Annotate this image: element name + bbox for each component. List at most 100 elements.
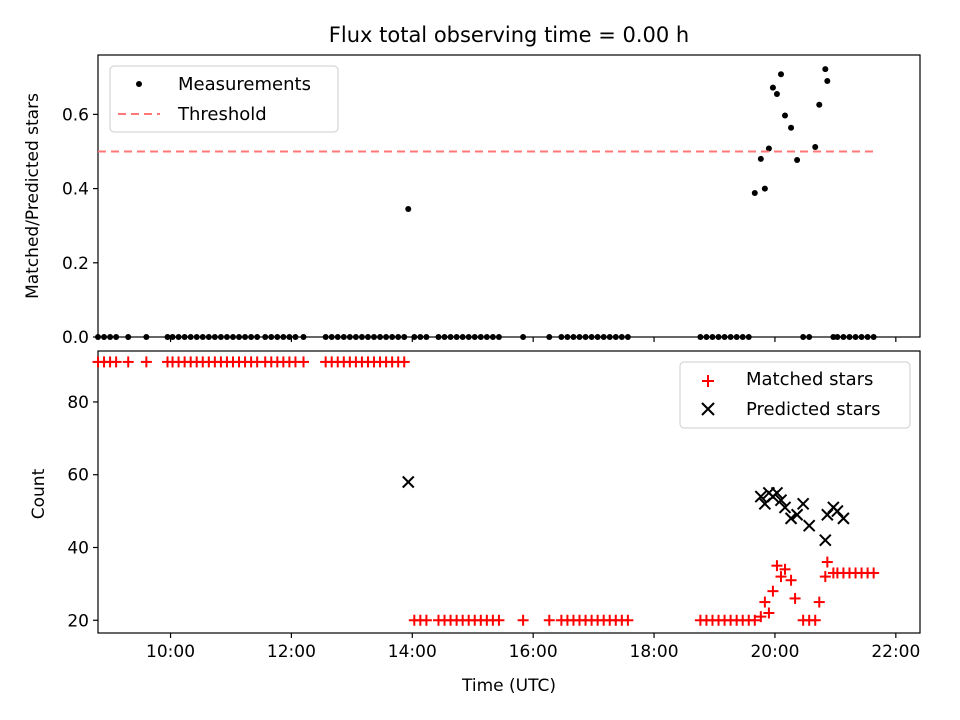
measurement-point — [254, 334, 261, 340]
measurement-point — [816, 101, 823, 108]
measurement-point — [558, 334, 565, 340]
predicted-point — [802, 519, 816, 532]
bottom-x-tick-label: 14:00 — [388, 642, 437, 662]
bottom-panel: 20 40 60 80 10:00 12:00 14:00 16:00 18:00 20:00 2… — [29, 350, 921, 696]
measurement-point — [423, 334, 430, 340]
measurement-point — [417, 334, 424, 340]
measurement-point — [389, 334, 396, 340]
measurement-point — [794, 157, 801, 164]
top-legend: Measurements Threshold — [109, 65, 339, 133]
measurement-point — [371, 334, 378, 340]
measurement-point — [242, 334, 249, 340]
predicted-point — [778, 501, 792, 514]
measurement-point — [334, 334, 341, 340]
measurement-point — [576, 334, 583, 340]
measurement-point — [453, 334, 460, 340]
measurement-point — [229, 334, 236, 340]
matched-point — [622, 614, 634, 626]
measurement-point — [570, 334, 577, 340]
bottom-x-tick-label: 10:00 — [146, 642, 195, 662]
legend-threshold-label: Threshold — [177, 104, 267, 125]
bottom-y-tick-label: 40 — [67, 538, 89, 558]
measurement-point — [769, 84, 776, 91]
bottom-y-axis-label: Count — [29, 468, 49, 519]
legend-predicted-marker — [701, 402, 715, 416]
bottom-y-ticks: 20 40 60 80 — [67, 393, 98, 631]
measurement-point — [435, 334, 442, 340]
measurement-point — [300, 334, 307, 340]
measurement-point — [806, 334, 813, 340]
measurement-point — [483, 334, 490, 340]
measurement-point — [465, 334, 472, 340]
predicted-point — [770, 486, 784, 500]
measurement-point — [624, 334, 631, 340]
matched-point — [779, 563, 791, 575]
matched-point — [398, 356, 410, 368]
top-panel: 0.0 0.2 0.4 0.6 Matched/Predicted stars Mea… — [23, 54, 921, 348]
predicted-point — [402, 475, 415, 489]
measurement-point — [280, 334, 287, 340]
measurement-point — [606, 334, 613, 340]
bottom-panel-frame — [97, 350, 921, 634]
measurement-point — [401, 334, 408, 340]
measurement-point — [447, 334, 454, 340]
legend-matched-label: Matched stars — [746, 369, 873, 390]
legend-measurements-label: Measurements — [178, 74, 311, 95]
measurement-point — [101, 334, 108, 340]
matched-point — [110, 356, 122, 368]
matched-point — [749, 614, 761, 626]
predicted-point — [790, 508, 804, 521]
measurement-point — [858, 334, 865, 340]
matched-point — [868, 567, 880, 579]
measurement-point — [864, 334, 871, 340]
measurement-point — [352, 334, 359, 340]
measurement-point — [364, 334, 371, 340]
measurement-point — [703, 334, 710, 340]
measurement-point — [588, 334, 595, 340]
top-y-tick-label: 0.6 — [62, 105, 89, 125]
measurement-point — [709, 334, 716, 340]
matched-point — [140, 356, 152, 368]
measurement-point — [773, 90, 780, 97]
legend-predicted-label: Predicted stars — [746, 399, 880, 420]
bottom-y-tick-label: 80 — [67, 393, 89, 413]
bottom-marks — [92, 356, 880, 626]
matched-point — [819, 571, 831, 583]
measurement-point — [125, 334, 132, 340]
measurement-point — [187, 334, 194, 340]
measurement-point — [223, 334, 230, 340]
measurement-point — [727, 334, 734, 340]
measurement-point — [268, 334, 275, 340]
measurement-point — [788, 124, 795, 131]
measurement-point — [107, 334, 114, 340]
measurement-point — [697, 334, 704, 340]
predicted-point — [774, 493, 788, 507]
matched-point — [298, 356, 309, 368]
measurement-point — [782, 112, 789, 119]
measurement-point — [322, 334, 329, 340]
matched-point — [755, 611, 767, 623]
measurement-point — [143, 334, 150, 340]
measurement-point — [459, 334, 466, 340]
top-y-tick-label: 0.4 — [62, 180, 89, 200]
matched-point — [122, 356, 134, 368]
measurement-point — [236, 334, 243, 340]
top-y-axis-label: Matched/Predicted stars — [23, 93, 43, 299]
measurement-point — [715, 334, 722, 340]
measurement-point — [181, 334, 188, 340]
predicted-point — [837, 512, 850, 525]
measurement-point — [564, 334, 571, 340]
bottom-x-tick-label: 16:00 — [509, 642, 558, 662]
measurement-point — [383, 334, 390, 340]
measurement-point — [199, 334, 206, 340]
top-marks — [95, 66, 877, 340]
measurement-point — [852, 334, 859, 340]
chart-title: Flux total observing time = 0.00 h — [329, 23, 689, 47]
measurement-point — [846, 334, 853, 340]
measurement-point — [211, 334, 218, 340]
predicted-point — [819, 534, 832, 547]
bottom-y-tick-label: 60 — [67, 466, 89, 486]
matched-point — [420, 614, 432, 626]
measurement-point — [520, 334, 527, 340]
measurement-point — [824, 77, 831, 84]
